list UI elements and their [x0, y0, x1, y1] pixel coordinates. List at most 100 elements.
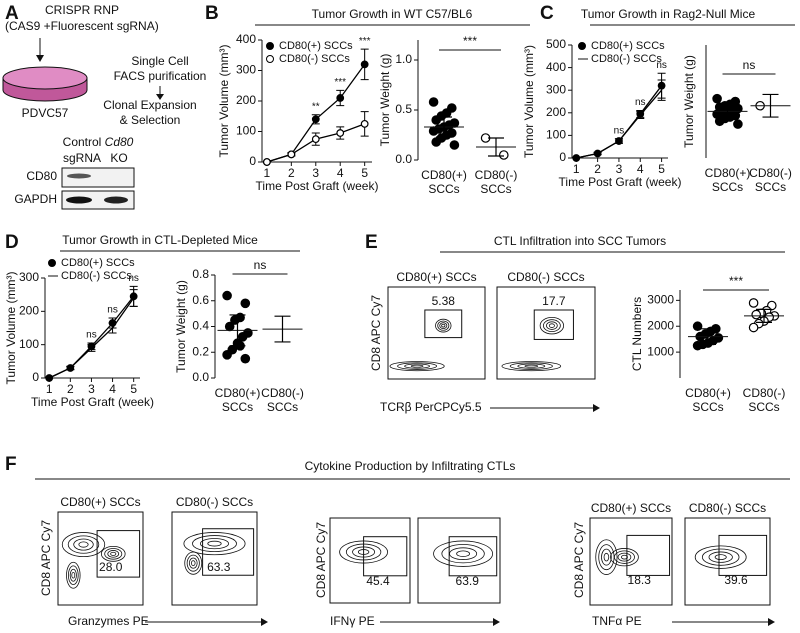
contour: [437, 320, 450, 331]
data-point: [360, 60, 369, 69]
significance-label: ns: [107, 305, 118, 316]
error-bar: [614, 138, 623, 144]
y-axis-label: Tumor Volume (mm³): [217, 45, 231, 158]
gate-value: 63.3: [207, 560, 231, 574]
contour: [192, 535, 237, 553]
data-point: [336, 129, 345, 137]
x-axis-label: Granzymes PE: [68, 614, 149, 628]
legend-label: CD80(+) SCCs: [279, 40, 353, 52]
contour: [200, 538, 229, 550]
data-point: [748, 298, 759, 308]
data-point: [449, 140, 460, 150]
step-text: Clonal Expansion: [103, 98, 196, 112]
y-axis-label: Tumor Weight (g): [682, 55, 696, 148]
blot-strip: [61, 190, 135, 210]
arrow-head: [768, 618, 775, 626]
contour: [188, 557, 198, 569]
blot-band: [67, 173, 91, 179]
step-text: Single Cell: [131, 54, 188, 68]
data-point: [733, 119, 743, 129]
y-axis-label: CD8 APC Cy7: [314, 522, 328, 598]
x-tick-label: 3: [88, 382, 95, 396]
blot-column-label: sgRNA: [63, 151, 101, 165]
x-axis-label: Time Post Graft (week): [559, 175, 682, 189]
x-tick-label: CD80(+) SCCs: [704, 166, 751, 194]
plot-title: CD80(-) SCCs: [176, 495, 253, 509]
contour: [207, 540, 222, 547]
x-tick-label: CD80(-) SCCs: [474, 168, 518, 196]
x-tick-label: 4: [637, 162, 644, 176]
gate-value: 18.3: [628, 573, 652, 587]
step-text: FACS purification: [114, 69, 207, 83]
contour: [433, 540, 494, 567]
x-tick-label: 1: [46, 382, 53, 396]
dish-top: [2, 66, 88, 90]
contour: [435, 318, 452, 333]
contour: [66, 561, 81, 589]
significance-label: ns: [254, 258, 267, 272]
gate: [448, 536, 498, 577]
data-point: [431, 115, 441, 125]
arrow-head: [493, 618, 500, 626]
y-axis-label: CD8 APC Cy7: [39, 520, 53, 596]
gate: [96, 530, 141, 578]
contour: [543, 319, 561, 333]
y-axis-label: CD8 APC Cy7: [369, 295, 383, 371]
blot-strip: [61, 167, 135, 188]
contour: [397, 362, 438, 370]
y-axis-label: Tumor Volume (mm³): [4, 272, 18, 385]
y-tick-label: 0.2: [192, 344, 209, 358]
data-point: [428, 126, 439, 136]
error-bar: [66, 365, 75, 371]
gate-value: 28.0: [99, 560, 123, 574]
schematic-subtitle: (CAS9 +Fluorescent sgRNA): [5, 19, 159, 33]
blot-band: [66, 196, 92, 204]
data-point: [712, 93, 722, 104]
error-bar: [719, 103, 736, 120]
chart-title: Tumor Growth in CTL-Depleted Mice: [62, 233, 258, 247]
data-point: [240, 353, 251, 364]
series-line: [576, 89, 663, 159]
contour: [539, 316, 565, 335]
data-point: [311, 115, 320, 124]
significance-label: ***: [334, 77, 346, 88]
data-point: [222, 290, 232, 301]
contour: [404, 363, 430, 369]
chart-title: Tumor Growth in Rag2-Null Mice: [581, 7, 756, 21]
contour: [509, 362, 553, 370]
data-point: [692, 321, 703, 332]
contour: [68, 565, 79, 586]
x-tick-label: CD80(+) SCCs: [421, 168, 467, 196]
y-tick-label: 100: [236, 124, 256, 138]
contour: [456, 550, 470, 557]
significance-label: ***: [729, 274, 743, 288]
contour: [183, 532, 246, 556]
x-tick-label: 4: [109, 382, 116, 396]
y-tick-label: 100: [546, 128, 566, 142]
data-point: [222, 350, 232, 360]
y-tick-label: 300: [236, 63, 256, 77]
y-tick-label: 0.6: [192, 293, 209, 307]
x-axis-label: IFNγ PE: [330, 614, 375, 628]
y-tick-label: 0: [32, 370, 39, 384]
error-bar: [657, 79, 666, 101]
contour: [546, 321, 558, 330]
error-bar: [636, 111, 645, 119]
gate-value: 63.9: [456, 574, 480, 588]
blot-column-label: Control: [63, 135, 102, 149]
contour: [73, 538, 94, 551]
error-bar: [700, 328, 716, 345]
x-tick-label: CD80(+) SCCs: [214, 386, 261, 414]
significance-label: ns: [743, 58, 756, 72]
x-axis-label: Time Post Graft (week): [256, 179, 379, 193]
legend-symbol: [578, 42, 586, 50]
contour: [410, 364, 424, 368]
error-bar: [229, 314, 246, 347]
blot-column-label: KO: [110, 151, 127, 165]
series-line: [576, 85, 663, 159]
error-bar: [488, 137, 504, 157]
data-point: [237, 331, 248, 342]
y-axis-label: CTL Numbers: [630, 297, 644, 371]
